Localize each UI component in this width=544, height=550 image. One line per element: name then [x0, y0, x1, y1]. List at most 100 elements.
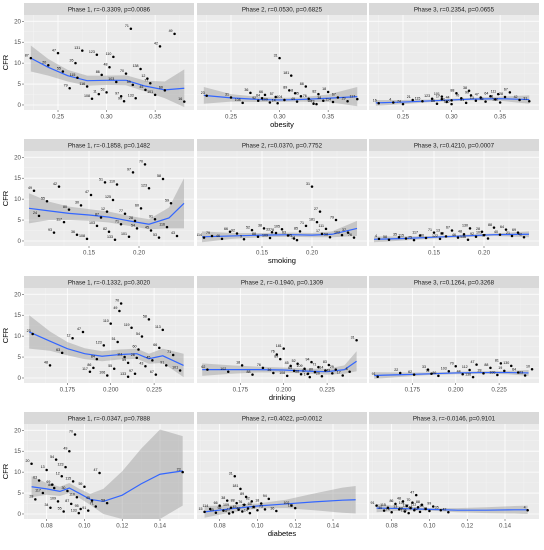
data-point [248, 511, 252, 515]
strip-header [369, 139, 539, 151]
point-label: 42 [154, 42, 158, 46]
data-point [489, 366, 492, 370]
point-label: 55 [41, 196, 45, 200]
data-point [113, 238, 117, 241]
point-label: 47 [475, 93, 479, 97]
point-label: 47 [410, 490, 414, 494]
point-label: 71 [312, 362, 316, 366]
x-axis-title: diabetes [268, 529, 297, 538]
data-point [508, 91, 512, 94]
data-point [99, 216, 103, 219]
data-point [420, 503, 424, 507]
data-point [435, 102, 439, 105]
data-point [95, 53, 99, 57]
point-label: 49 [326, 369, 330, 373]
data-point [83, 485, 86, 489]
point-label: 38 [258, 224, 262, 228]
data-point [492, 226, 496, 229]
point-label: 76 [271, 350, 275, 354]
strip-header [24, 412, 194, 424]
data-point [90, 97, 94, 100]
point-label: 20 [316, 372, 320, 376]
point-label: 42 [518, 232, 522, 236]
point-label: 95 [75, 504, 79, 508]
data-point [262, 227, 266, 230]
point-label: 105 [274, 224, 280, 228]
data-point [320, 232, 324, 236]
data-point [251, 373, 254, 376]
data-point [275, 509, 278, 513]
point-label: 101 [476, 230, 482, 234]
data-point [146, 77, 149, 80]
point-label: 31 [229, 472, 233, 476]
point-label: 86 [48, 483, 52, 487]
data-point [450, 229, 454, 232]
point-label: 33 [422, 365, 426, 369]
x-tick-label: 0.30 [274, 114, 287, 121]
data-point [397, 508, 401, 511]
data-point [295, 238, 299, 242]
point-label: 114 [196, 233, 202, 237]
point-label: 70 [450, 361, 454, 365]
point-label: 115 [398, 234, 404, 238]
point-label: 18 [255, 499, 259, 503]
data-point [437, 374, 440, 378]
data-point [272, 371, 275, 375]
data-point [469, 94, 473, 97]
data-point [144, 88, 147, 92]
point-label: 109 [297, 364, 303, 368]
point-label: 80 [309, 367, 313, 371]
data-point [263, 93, 267, 97]
data-point [401, 500, 405, 503]
point-label: 181 [283, 71, 289, 75]
data-point [346, 99, 349, 103]
data-point [77, 511, 81, 515]
point-label: 59 [127, 80, 131, 84]
point-label: 13 [436, 229, 440, 233]
point-label: 30 [378, 506, 382, 510]
data-point [328, 235, 332, 239]
point-label: 138 [133, 64, 139, 68]
point-label: 74 [386, 508, 390, 512]
point-label: 69 [46, 480, 50, 484]
point-label: 116 [79, 82, 85, 86]
data-point [382, 509, 386, 512]
data-point [348, 370, 351, 373]
point-label: 47 [471, 360, 475, 364]
strip-title: Phase 1, r=-0.0347, p=0.7888 [68, 415, 151, 422]
data-point [149, 229, 153, 232]
data-point [74, 61, 77, 65]
data-point [123, 355, 126, 359]
data-point [60, 475, 64, 478]
data-point [523, 374, 527, 377]
point-label: 85 [294, 227, 298, 231]
data-point [326, 90, 330, 94]
point-label: 58 [324, 232, 328, 236]
y-tick-label: 0 [18, 102, 22, 109]
data-point [205, 94, 208, 98]
smooth-trend-line [376, 507, 528, 511]
data-point [45, 468, 48, 472]
point-label: 83 [323, 360, 327, 364]
point-label: 62 [201, 365, 205, 369]
point-label: 48 [44, 361, 48, 365]
data-point [322, 99, 325, 103]
y-tick-label: 0 [18, 511, 22, 518]
data-point [503, 369, 506, 373]
panel-plot-area: 1647421115123861016244887051991347356448… [373, 86, 531, 106]
data-point [29, 56, 33, 60]
data-point [299, 372, 303, 376]
point-label: 31 [274, 53, 278, 57]
panel-background [197, 288, 367, 383]
data-point [267, 497, 271, 501]
point-label: 19 [498, 366, 502, 370]
smooth-trend-line [202, 360, 357, 373]
point-label: 58 [383, 235, 387, 239]
point-label: 66 [153, 343, 157, 347]
point-label: 54 [136, 332, 140, 336]
data-point [62, 220, 66, 224]
point-label: 60 [159, 86, 163, 90]
data-point [68, 449, 71, 453]
point-label: 82 [246, 497, 250, 501]
